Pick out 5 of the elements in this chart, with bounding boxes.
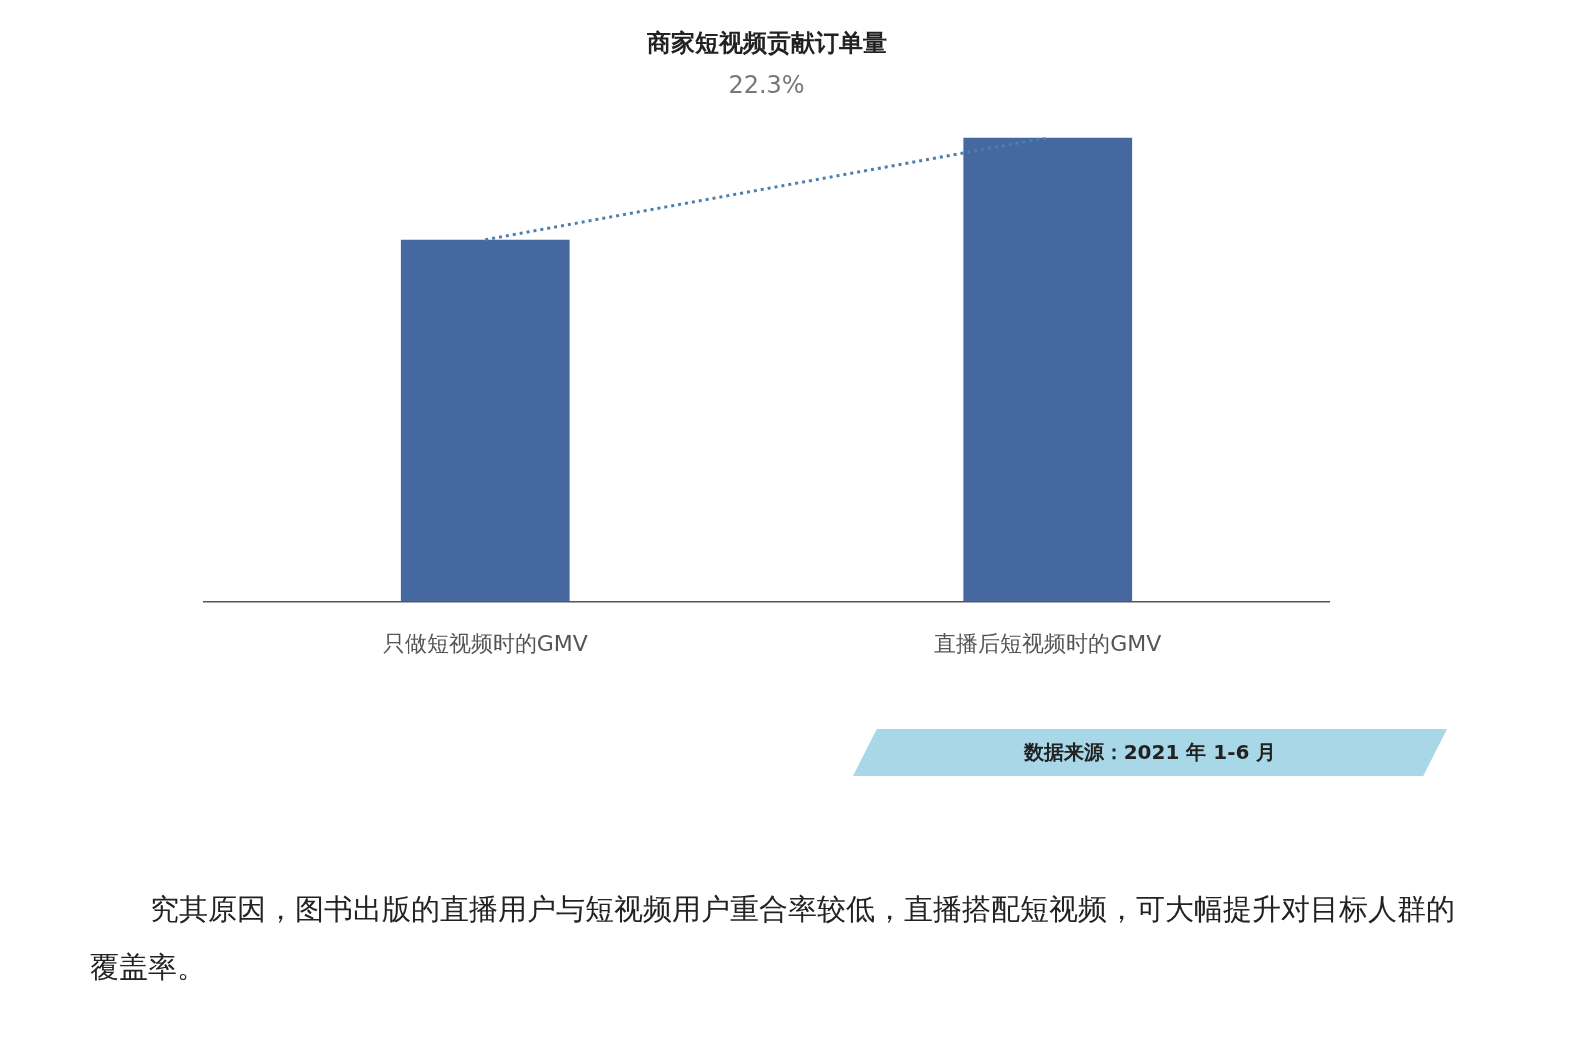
x-tick-label: 直播后短视频时的GMV bbox=[934, 630, 1162, 656]
chart-subtitle: 22.3% bbox=[728, 71, 805, 100]
text: 究其原因，图书出版的直播用户与短视频用户重合率较低，直播搭配短视频，可大幅提升对目标人群的覆盖率。 bbox=[90, 891, 1456, 986]
x-tick-label: 只做短视频时的GMV bbox=[382, 630, 588, 656]
chart-title: 商家短视频贡献订单量 bbox=[645, 28, 887, 57]
